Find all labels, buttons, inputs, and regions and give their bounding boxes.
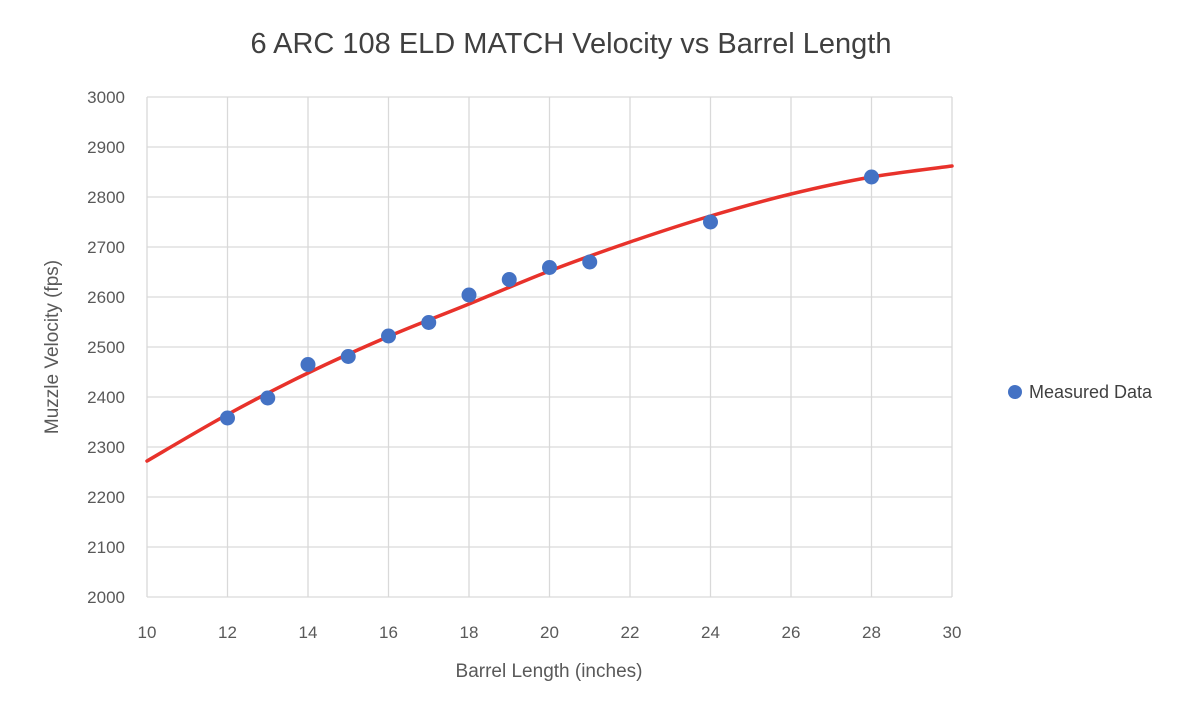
y-tick-label: 2900 — [87, 138, 125, 157]
x-tick-label: 20 — [540, 623, 559, 642]
gridlines — [146, 96, 953, 598]
x-tick-label: 22 — [621, 623, 640, 642]
y-tick-label: 2400 — [87, 388, 125, 407]
data-point — [864, 169, 879, 185]
legend-marker — [1008, 385, 1022, 399]
data-point — [381, 328, 396, 344]
data-point — [501, 272, 517, 287]
y-tick-label: 2700 — [87, 238, 125, 257]
data-point — [421, 315, 437, 330]
y-tick-label: 2500 — [87, 338, 125, 357]
y-tick-label: 2600 — [87, 288, 125, 307]
data-point — [542, 260, 557, 275]
y-tick-label: 2100 — [87, 538, 125, 557]
y-tick-label: 3000 — [87, 88, 125, 107]
x-tick-label: 16 — [379, 623, 398, 642]
x-tick-label: 10 — [138, 623, 157, 642]
x-axis-ticks: 10 12 14 16 18 20 22 24 26 28 30 — [138, 623, 962, 642]
y-tick-label: 2200 — [87, 488, 125, 507]
y-tick-label: 2800 — [87, 188, 125, 207]
data-points — [220, 169, 879, 426]
legend-label: Measured Data — [1029, 382, 1153, 402]
data-point — [220, 410, 235, 426]
x-tick-label: 14 — [299, 623, 318, 642]
x-axis-title: Barrel Length (inches) — [456, 661, 643, 682]
x-tick-label: 24 — [701, 623, 720, 642]
data-point — [582, 254, 598, 270]
x-tick-label: 18 — [460, 623, 479, 642]
x-tick-label: 28 — [862, 623, 881, 642]
data-point — [461, 287, 477, 303]
chart-title: 6 ARC 108 ELD MATCH Velocity vs Barrel L… — [251, 28, 892, 60]
legend: Measured Data — [1008, 382, 1153, 402]
data-point — [260, 390, 276, 406]
y-tick-label: 2000 — [87, 588, 125, 607]
data-point — [340, 349, 356, 364]
data-point — [300, 357, 316, 372]
x-tick-label: 12 — [218, 623, 237, 642]
x-tick-label: 30 — [943, 623, 962, 642]
y-axis-title: Muzzle Velocity (fps) — [42, 260, 63, 434]
data-point — [703, 214, 718, 230]
y-tick-label: 2300 — [87, 438, 125, 457]
x-tick-label: 26 — [782, 623, 801, 642]
y-axis-ticks: 2000 2100 2200 2300 2400 2500 2600 2700 2800 2900… — [87, 88, 125, 607]
